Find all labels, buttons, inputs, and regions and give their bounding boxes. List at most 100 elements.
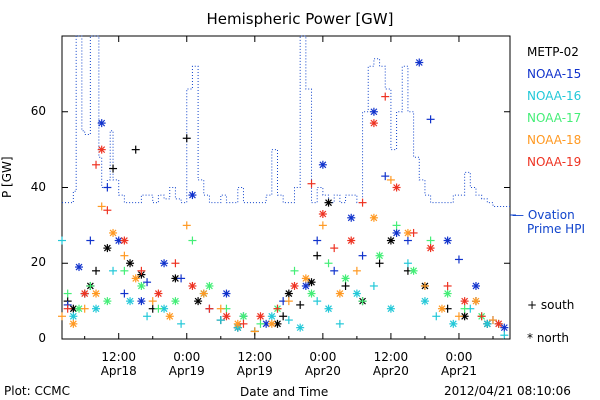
point-metp-02 — [279, 312, 288, 321]
point-metp-02 — [307, 278, 316, 287]
point-noaa-15 — [392, 228, 401, 237]
point-noaa-15 — [188, 191, 197, 200]
point-noaa-15 — [177, 274, 186, 283]
point-noaa-15 — [137, 297, 146, 306]
point-noaa-16 — [267, 312, 276, 321]
point-noaa-19 — [426, 244, 435, 253]
point-noaa-15 — [471, 281, 480, 290]
ovation-hpi-layer — [62, 35, 510, 207]
point-noaa-19 — [92, 160, 101, 169]
point-metp-02 — [194, 297, 203, 306]
point-noaa-16 — [324, 304, 333, 313]
point-metp-02 — [92, 266, 101, 275]
point-noaa-15 — [500, 323, 509, 332]
point-metp-02 — [460, 312, 469, 321]
point-noaa-19 — [443, 281, 452, 290]
point-noaa-19 — [239, 319, 248, 328]
point-noaa-18 — [318, 221, 327, 230]
point-noaa-19 — [381, 92, 390, 101]
point-noaa-18 — [216, 304, 225, 313]
point-noaa-18 — [80, 304, 89, 313]
legend-item-noaa-17: NOAA-17 — [527, 111, 582, 125]
point-noaa-16 — [69, 312, 78, 321]
ovation-legend-line2: Prime HPI — [527, 222, 585, 236]
point-noaa-16 — [58, 236, 66, 245]
point-noaa-15 — [318, 160, 327, 169]
point-noaa-17 — [171, 297, 180, 306]
point-noaa-16 — [284, 316, 293, 325]
point-noaa-19 — [80, 289, 89, 298]
y-tick-label: 60 — [30, 103, 46, 118]
point-noaa-17 — [103, 297, 112, 306]
point-noaa-16 — [216, 316, 225, 325]
point-noaa-18 — [335, 289, 344, 298]
point-noaa-16 — [177, 319, 186, 328]
point-noaa-15 — [415, 58, 424, 67]
point-noaa-18 — [165, 312, 174, 321]
point-noaa-17 — [188, 236, 197, 245]
x-tick-label: 0:00 Apr20 — [304, 350, 341, 378]
point-noaa-15 — [381, 172, 390, 181]
x-tick-label: 12:00 Apr20 — [372, 350, 409, 378]
point-noaa-18 — [109, 228, 118, 237]
point-noaa-15 — [454, 255, 463, 264]
point-noaa-18 — [131, 274, 140, 283]
point-noaa-17 — [63, 289, 72, 298]
x-tick-label: 0:00 Apr19 — [168, 350, 205, 378]
legend-item-noaa-16: NOAA-16 — [527, 89, 582, 103]
point-noaa-18 — [369, 213, 378, 222]
point-noaa-18 — [437, 304, 446, 313]
point-noaa-17 — [239, 312, 248, 321]
point-noaa-15 — [120, 289, 129, 298]
point-noaa-19 — [205, 304, 214, 313]
point-noaa-17 — [324, 259, 333, 268]
point-metp-02 — [182, 134, 191, 143]
legend-item-noaa-18: NOAA-18 — [527, 133, 582, 147]
y-tick-label: 20 — [30, 255, 46, 270]
point-noaa-19 — [460, 297, 469, 306]
point-metp-02 — [284, 289, 293, 298]
series-layer — [58, 58, 509, 340]
chart-title: Hemispheric Power [GW] — [206, 10, 394, 28]
point-noaa-18 — [420, 281, 429, 290]
point-noaa-17 — [392, 221, 401, 230]
point-noaa-17 — [256, 319, 265, 328]
point-noaa-19 — [494, 319, 503, 328]
point-noaa-19 — [137, 266, 146, 275]
tick-layer — [62, 36, 510, 340]
point-noaa-16 — [369, 281, 378, 290]
marker-south-symbol: + — [527, 298, 538, 312]
point-noaa-15 — [443, 236, 452, 245]
plot-credit: Plot: CCMC — [4, 384, 70, 398]
point-metp-02 — [313, 251, 322, 260]
point-noaa-19 — [307, 179, 316, 188]
point-noaa-17 — [341, 274, 350, 283]
point-metp-02 — [109, 164, 118, 173]
point-noaa-17 — [443, 289, 452, 298]
ovation-legend-line1: — Ovation — [512, 208, 575, 222]
point-metp-02 — [131, 145, 140, 154]
point-noaa-17 — [120, 266, 129, 275]
point-noaa-19 — [477, 312, 486, 321]
point-noaa-18 — [284, 297, 293, 306]
point-noaa-15 — [86, 236, 95, 245]
point-noaa-18 — [267, 319, 276, 328]
x-tick-label: 12:00 Apr18 — [100, 350, 137, 378]
y-axis-label: P [GW] — [0, 156, 14, 198]
point-noaa-15 — [347, 213, 356, 222]
marker-legend-north: * north — [527, 331, 569, 345]
marker-south-label: south — [540, 298, 575, 312]
point-noaa-17 — [137, 281, 146, 290]
point-noaa-16 — [143, 312, 152, 321]
point-noaa-18 — [199, 289, 208, 298]
point-noaa-17 — [154, 304, 163, 313]
point-noaa-18 — [69, 319, 78, 328]
marker-north-label: north — [536, 331, 570, 345]
point-noaa-15 — [369, 107, 378, 116]
legend-item-noaa-15: NOAA-15 — [527, 67, 582, 81]
marker-legend-south: + south — [527, 298, 574, 312]
point-noaa-15 — [426, 115, 435, 124]
point-noaa-18 — [403, 228, 412, 237]
point-noaa-15 — [222, 289, 231, 298]
